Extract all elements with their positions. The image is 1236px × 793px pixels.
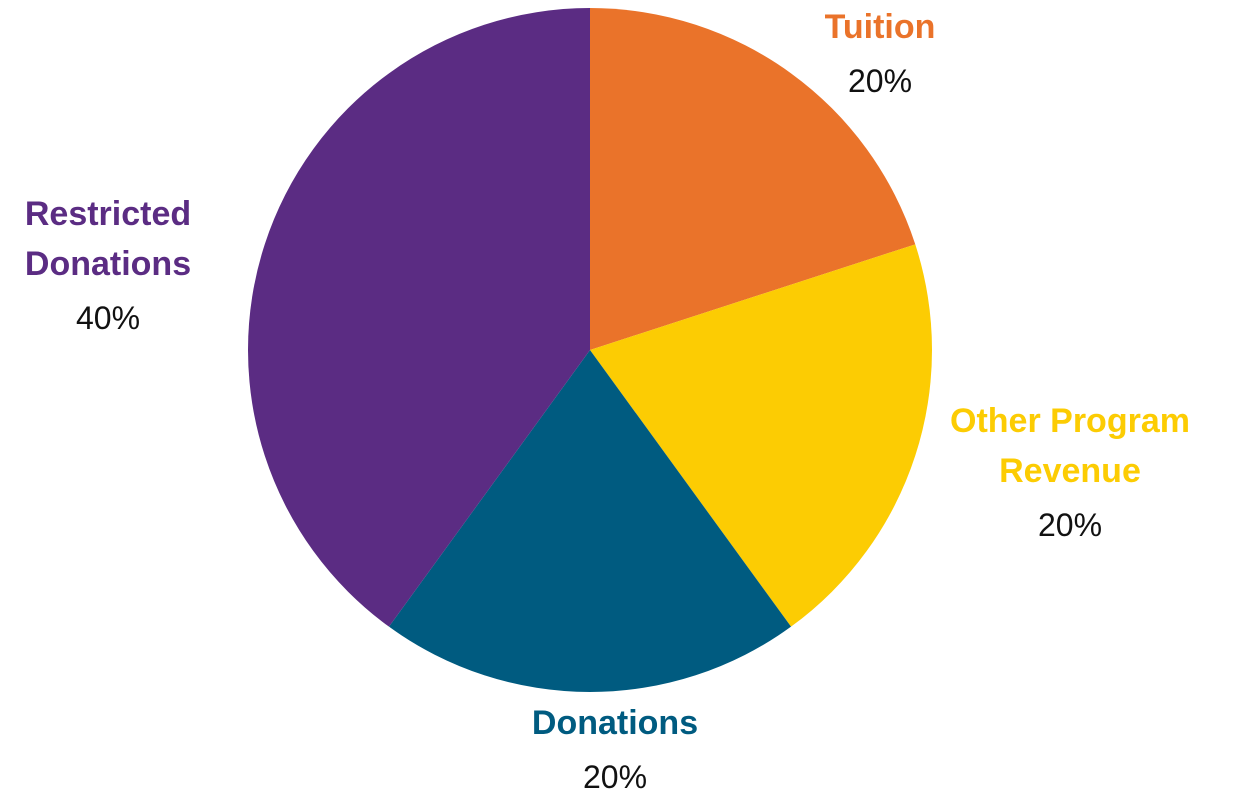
- pie-label-value: 40%: [76, 300, 140, 336]
- pie-label-other-program-revenue: Other Program Revenue 20%: [950, 402, 1190, 543]
- pie-label-value: 20%: [848, 63, 912, 99]
- pie-label-value: 20%: [583, 759, 647, 793]
- pie-slices: [248, 8, 933, 693]
- pie-label-value: 20%: [1038, 507, 1102, 543]
- pie-label-name-line: Restricted: [25, 195, 191, 233]
- pie-labels: Tuition 20%Other Program Revenue 20%Donatio…: [25, 8, 1190, 793]
- pie-slice-donations: [388, 350, 792, 693]
- pie-label-name-line: Donations: [532, 704, 698, 742]
- pie-label-tuition: Tuition 20%: [825, 8, 936, 99]
- pie-label-name-line: Donations: [25, 245, 191, 283]
- pie-label-name-line: Tuition: [825, 8, 936, 46]
- pie-label-restricted-donations: Restricted Donations 40%: [25, 195, 191, 336]
- pie-slice-tuition: [590, 8, 916, 350]
- pie-label-donations: Donations 20%: [532, 704, 698, 793]
- pie-label-name-line: Other Program: [950, 402, 1190, 440]
- pie-slice-other-program-revenue: [590, 244, 933, 627]
- pie-slice-restricted-donations: [248, 8, 590, 627]
- pie-label-name-line: Revenue: [999, 452, 1141, 490]
